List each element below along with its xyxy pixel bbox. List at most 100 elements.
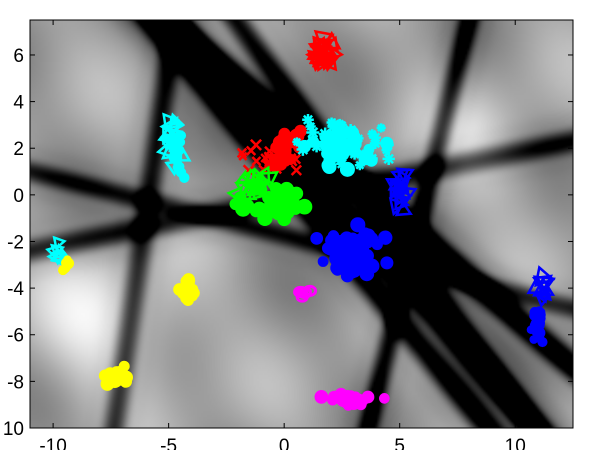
point-2-1-11 bbox=[251, 180, 269, 197]
point-2-0-33 bbox=[249, 205, 262, 218]
y-tick-label: 0 bbox=[13, 186, 24, 207]
point-1-1-25 bbox=[344, 125, 360, 141]
series-1 bbox=[45, 112, 395, 266]
point-1-3-8 bbox=[179, 172, 190, 183]
point-3-0-37 bbox=[350, 217, 366, 233]
point-0-1-18 bbox=[290, 164, 303, 176]
y-tick-label: 6 bbox=[13, 46, 24, 67]
point-3-0-48 bbox=[358, 227, 372, 241]
point-3-2-6 bbox=[526, 274, 549, 295]
point-3-0-51 bbox=[353, 251, 367, 265]
point-3-0-20 bbox=[317, 256, 329, 267]
point-4-2-6 bbox=[62, 257, 75, 270]
point-1-0-13 bbox=[305, 121, 316, 132]
point-3-2-5 bbox=[532, 276, 556, 297]
point-2-0-30 bbox=[272, 205, 287, 220]
point-1-0-35 bbox=[325, 128, 336, 139]
point-1-0-6 bbox=[376, 123, 386, 133]
point-1-0-29 bbox=[382, 152, 395, 165]
point-0-1-26 bbox=[236, 147, 248, 159]
point-3-3-25 bbox=[530, 318, 541, 329]
point-2-1-15 bbox=[247, 183, 266, 202]
point-1-0-28 bbox=[310, 140, 323, 153]
point-5-0-26 bbox=[342, 399, 354, 411]
point-1-1-28 bbox=[321, 147, 333, 160]
point-1-1-16 bbox=[307, 135, 320, 148]
x-axis-ticks: -10 -5 0 5 10 bbox=[39, 20, 526, 450]
point-0-1-5 bbox=[251, 156, 262, 167]
y-tick-label: -2 bbox=[7, 232, 24, 253]
point-1-0-16 bbox=[337, 120, 347, 130]
point-2-1-7 bbox=[226, 185, 243, 204]
point-0-1-21 bbox=[290, 153, 302, 165]
point-0-0-25 bbox=[313, 45, 336, 67]
point-3-3-21 bbox=[535, 309, 546, 321]
point-0-1-19 bbox=[250, 138, 263, 151]
point-3-3-23 bbox=[529, 335, 539, 344]
series-5 bbox=[293, 284, 390, 411]
point-1-0-14 bbox=[354, 160, 365, 171]
point-3-0-28 bbox=[380, 256, 394, 270]
series-3 bbox=[310, 167, 556, 348]
point-1-4-1 bbox=[52, 235, 67, 251]
series-4 bbox=[57, 255, 200, 391]
point-3-3-22 bbox=[536, 336, 546, 345]
point-2-1-12 bbox=[234, 181, 252, 197]
point-4-1-17 bbox=[118, 373, 129, 385]
point-1-1-29 bbox=[339, 161, 355, 177]
point-1-1-27 bbox=[336, 148, 350, 161]
x-tick-label: 5 bbox=[394, 436, 405, 450]
point-3-0-52 bbox=[364, 258, 380, 274]
point-0-0-23 bbox=[322, 35, 340, 53]
y-tick-label: 10 bbox=[3, 419, 24, 440]
point-5-1-5 bbox=[297, 287, 312, 299]
point-2-0-25 bbox=[279, 181, 294, 197]
x-tick-label: 10 bbox=[505, 436, 526, 450]
point-5-0-5 bbox=[379, 393, 390, 404]
y-tick-label: -4 bbox=[7, 279, 24, 300]
x-tick-label: -10 bbox=[39, 436, 66, 450]
point-1-1-7 bbox=[363, 143, 375, 155]
point-1-1-10 bbox=[365, 154, 378, 167]
point-5-0-27 bbox=[328, 390, 341, 404]
point-3-0-53 bbox=[378, 230, 393, 245]
point-2-0-32 bbox=[296, 198, 313, 215]
y-tick-label: -8 bbox=[7, 372, 24, 393]
point-2-1-10 bbox=[253, 165, 271, 184]
point-1-1-12 bbox=[350, 146, 361, 158]
x-tick-label: 0 bbox=[279, 436, 290, 450]
point-1-3-13 bbox=[176, 130, 187, 141]
point-3-0-23 bbox=[327, 230, 340, 242]
point-4-1-16 bbox=[103, 367, 117, 381]
point-1-3-17 bbox=[168, 132, 179, 143]
point-3-1-14 bbox=[390, 168, 410, 187]
point-3-2-7 bbox=[531, 274, 554, 294]
point-1-2-14 bbox=[167, 112, 186, 131]
point-1-3-18 bbox=[173, 164, 184, 174]
point-0-2-20 bbox=[282, 137, 295, 150]
point-4-0-21 bbox=[183, 274, 196, 287]
point-1-3-19 bbox=[173, 144, 185, 156]
series-2 bbox=[226, 165, 313, 227]
point-4-1-13 bbox=[118, 360, 130, 372]
point-3-2-2 bbox=[533, 282, 553, 302]
point-2-1-14 bbox=[239, 168, 255, 186]
y-tick-label: 2 bbox=[13, 139, 24, 160]
point-0-1-23 bbox=[260, 153, 271, 163]
point-0-2-15 bbox=[274, 157, 288, 171]
point-3-0-50 bbox=[346, 234, 362, 250]
point-3-1-15 bbox=[394, 185, 414, 208]
point-4-2-5 bbox=[58, 266, 68, 276]
data-marks bbox=[45, 29, 556, 411]
point-1-4-5 bbox=[51, 242, 70, 260]
grayscale-background-field bbox=[30, 20, 573, 428]
point-4-0-20 bbox=[187, 291, 198, 302]
point-3-0-54 bbox=[324, 241, 339, 256]
point-1-0-36 bbox=[336, 157, 348, 170]
point-1-0-25 bbox=[306, 125, 320, 139]
y-tick-label: 4 bbox=[13, 93, 24, 114]
point-1-0-24 bbox=[302, 113, 314, 126]
point-1-0-42 bbox=[367, 129, 377, 139]
point-1-3-15 bbox=[172, 154, 182, 164]
